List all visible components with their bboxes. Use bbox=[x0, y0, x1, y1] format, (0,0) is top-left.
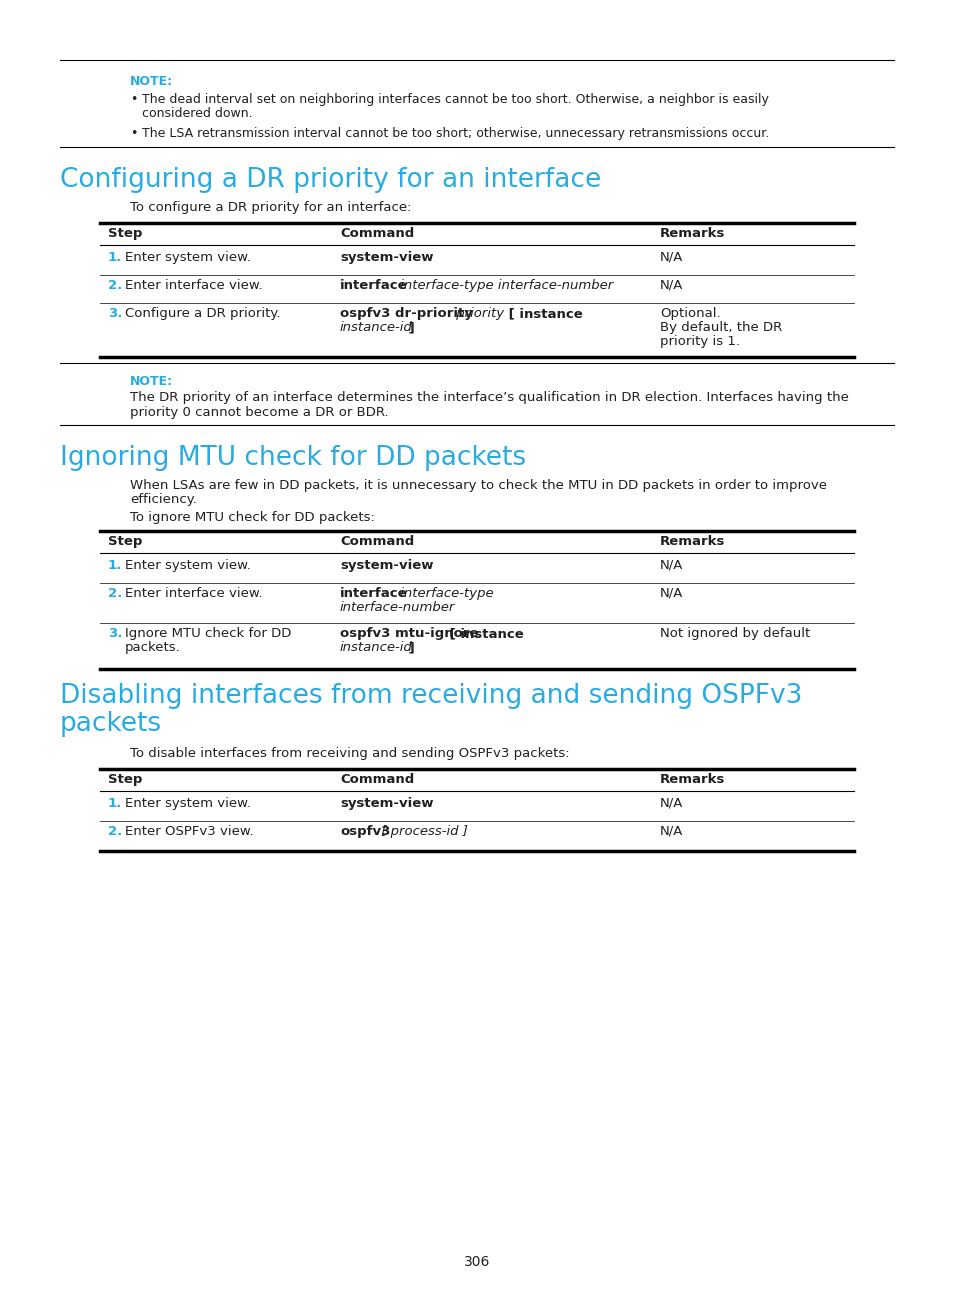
Text: N/A: N/A bbox=[659, 559, 682, 572]
Text: N/A: N/A bbox=[659, 251, 682, 264]
Text: Enter system view.: Enter system view. bbox=[125, 251, 251, 264]
Text: 3.: 3. bbox=[108, 307, 122, 320]
Text: 3.: 3. bbox=[108, 627, 122, 640]
Text: Not ignored by default: Not ignored by default bbox=[659, 627, 809, 640]
Text: Remarks: Remarks bbox=[659, 227, 724, 240]
Text: Command: Command bbox=[339, 535, 414, 548]
Text: NOTE:: NOTE: bbox=[130, 375, 172, 388]
Text: 2.: 2. bbox=[108, 826, 122, 839]
Text: system-view: system-view bbox=[339, 559, 433, 572]
Text: interface-type: interface-type bbox=[395, 587, 493, 600]
Text: packets.: packets. bbox=[125, 642, 180, 654]
Text: Configure a DR priority.: Configure a DR priority. bbox=[125, 307, 280, 320]
Text: NOTE:: NOTE: bbox=[130, 75, 172, 88]
Text: The DR priority of an interface determines the interface’s qualification in DR e: The DR priority of an interface determin… bbox=[130, 391, 848, 404]
Text: Configuring a DR priority for an interface: Configuring a DR priority for an interfa… bbox=[60, 167, 600, 193]
Text: 2.: 2. bbox=[108, 279, 122, 292]
Text: [ process-id ]: [ process-id ] bbox=[376, 826, 468, 839]
Text: priority: priority bbox=[451, 307, 503, 320]
Text: 1.: 1. bbox=[108, 251, 122, 264]
Text: Disabling interfaces from receiving and sending OSPFv3: Disabling interfaces from receiving and … bbox=[60, 683, 801, 709]
Text: N/A: N/A bbox=[659, 797, 682, 810]
Text: Enter interface view.: Enter interface view. bbox=[125, 587, 262, 600]
Text: packets: packets bbox=[60, 712, 162, 737]
Text: Enter OSPFv3 view.: Enter OSPFv3 view. bbox=[125, 826, 253, 839]
Text: The dead interval set on neighboring interfaces cannot be too short. Otherwise, : The dead interval set on neighboring int… bbox=[142, 93, 768, 106]
Text: Enter system view.: Enter system view. bbox=[125, 797, 251, 810]
Text: To ignore MTU check for DD packets:: To ignore MTU check for DD packets: bbox=[130, 511, 375, 524]
Text: N/A: N/A bbox=[659, 279, 682, 292]
Text: efficiency.: efficiency. bbox=[130, 492, 196, 505]
Text: To configure a DR priority for an interface:: To configure a DR priority for an interf… bbox=[130, 201, 411, 214]
Text: N/A: N/A bbox=[659, 587, 682, 600]
Text: 1.: 1. bbox=[108, 559, 122, 572]
Text: [ instance: [ instance bbox=[445, 627, 523, 640]
Text: When LSAs are few in DD packets, it is unnecessary to check the MTU in DD packet: When LSAs are few in DD packets, it is u… bbox=[130, 480, 826, 492]
Text: Step: Step bbox=[108, 772, 142, 785]
Text: ospfv3 mtu-ignore: ospfv3 mtu-ignore bbox=[339, 627, 478, 640]
Text: [ instance: [ instance bbox=[503, 307, 582, 320]
Text: Step: Step bbox=[108, 535, 142, 548]
Text: priority 0 cannot become a DR or BDR.: priority 0 cannot become a DR or BDR. bbox=[130, 406, 388, 419]
Text: •: • bbox=[130, 93, 137, 106]
Text: •: • bbox=[130, 127, 137, 140]
Text: ospfv3 dr-priority: ospfv3 dr-priority bbox=[339, 307, 473, 320]
Text: 1.: 1. bbox=[108, 797, 122, 810]
Text: Ignore MTU check for DD: Ignore MTU check for DD bbox=[125, 627, 291, 640]
Text: system-view: system-view bbox=[339, 251, 433, 264]
Text: To disable interfaces from receiving and sending OSPFv3 packets:: To disable interfaces from receiving and… bbox=[130, 746, 569, 759]
Text: ]: ] bbox=[403, 642, 415, 654]
Text: Command: Command bbox=[339, 227, 414, 240]
Text: ospfv3: ospfv3 bbox=[339, 826, 390, 839]
Text: Command: Command bbox=[339, 772, 414, 785]
Text: Remarks: Remarks bbox=[659, 772, 724, 785]
Text: 306: 306 bbox=[463, 1255, 490, 1269]
Text: Enter interface view.: Enter interface view. bbox=[125, 279, 262, 292]
Text: considered down.: considered down. bbox=[142, 108, 253, 121]
Text: interface: interface bbox=[339, 587, 407, 600]
Text: interface: interface bbox=[339, 279, 407, 292]
Text: Remarks: Remarks bbox=[659, 535, 724, 548]
Text: system-view: system-view bbox=[339, 797, 433, 810]
Text: N/A: N/A bbox=[659, 826, 682, 839]
Text: instance-id: instance-id bbox=[339, 642, 413, 654]
Text: ]: ] bbox=[403, 321, 415, 334]
Text: interface-type interface-number: interface-type interface-number bbox=[395, 279, 613, 292]
Text: Ignoring MTU check for DD packets: Ignoring MTU check for DD packets bbox=[60, 445, 525, 470]
Text: instance-id: instance-id bbox=[339, 321, 413, 334]
Text: Step: Step bbox=[108, 227, 142, 240]
Text: Optional.: Optional. bbox=[659, 307, 720, 320]
Text: 2.: 2. bbox=[108, 587, 122, 600]
Text: interface-number: interface-number bbox=[339, 601, 455, 614]
Text: priority is 1.: priority is 1. bbox=[659, 334, 740, 349]
Text: The LSA retransmission interval cannot be too short; otherwise, unnecessary retr: The LSA retransmission interval cannot b… bbox=[142, 127, 768, 140]
Text: Enter system view.: Enter system view. bbox=[125, 559, 251, 572]
Text: By default, the DR: By default, the DR bbox=[659, 321, 781, 334]
